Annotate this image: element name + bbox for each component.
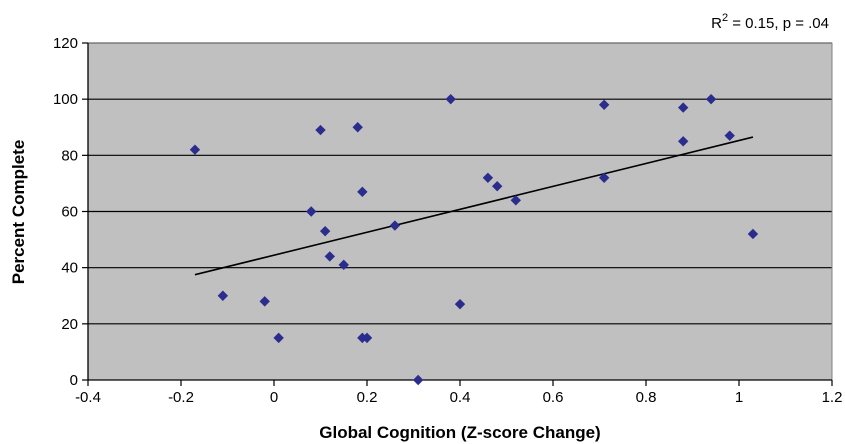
x-tick-label: 0.8 bbox=[636, 389, 657, 406]
trendline-group bbox=[194, 136, 754, 276]
x-tick-labels: -0.4 -0.2 0 0.2 0.4 0.6 0.8 1 1.2 bbox=[75, 389, 842, 406]
r-squared-superscript: 2 bbox=[722, 12, 728, 24]
data-point bbox=[598, 99, 610, 110]
data-point bbox=[273, 332, 284, 344]
x-tick-label: -0.4 bbox=[75, 389, 101, 406]
x-tick-label: 0.6 bbox=[543, 389, 564, 406]
x-tick-label: 0.2 bbox=[357, 389, 378, 406]
data-point bbox=[747, 228, 759, 240]
y-tick-label: 120 bbox=[53, 35, 78, 52]
data-point bbox=[189, 144, 201, 155]
trendline bbox=[194, 136, 754, 276]
y-tick-label: 0 bbox=[70, 372, 78, 389]
x-tick-label: 0 bbox=[270, 389, 278, 406]
axes bbox=[82, 42, 833, 386]
data-point bbox=[338, 259, 349, 271]
data-points bbox=[189, 93, 759, 386]
data-point bbox=[678, 136, 689, 147]
x-axis-title: Global Cognition (Z-score Change) bbox=[319, 423, 600, 442]
data-point bbox=[412, 374, 424, 386]
x-tick-label: 0.4 bbox=[450, 389, 471, 406]
data-point bbox=[315, 124, 326, 136]
data-point bbox=[324, 251, 335, 262]
r-symbol: R bbox=[711, 15, 722, 32]
data-point bbox=[724, 130, 735, 141]
x-tick-label: 1 bbox=[735, 389, 743, 406]
data-point bbox=[678, 102, 689, 113]
data-point bbox=[482, 172, 494, 183]
data-point bbox=[389, 220, 401, 231]
x-tick-label: 1.2 bbox=[822, 389, 843, 406]
annotation-text: = 0.15, p = .04 bbox=[728, 15, 829, 32]
data-point bbox=[259, 296, 270, 307]
x-tick-label: -0.2 bbox=[168, 389, 194, 406]
data-point bbox=[352, 122, 363, 133]
data-point bbox=[217, 290, 229, 301]
data-point bbox=[319, 225, 331, 237]
y-tick-label: 80 bbox=[61, 147, 78, 164]
y-tick-label: 60 bbox=[61, 204, 78, 221]
data-point bbox=[445, 93, 456, 105]
data-point bbox=[454, 298, 466, 310]
y-tick-label: 40 bbox=[61, 260, 78, 277]
data-point bbox=[705, 93, 717, 105]
data-point bbox=[357, 186, 368, 198]
data-point bbox=[361, 332, 373, 344]
data-point bbox=[492, 181, 503, 192]
r-squared-annotation: R2 = 0.15, p = .04 bbox=[711, 12, 829, 32]
y-tick-labels: 0 20 40 60 80 100 120 bbox=[53, 35, 78, 389]
y-tick-label: 20 bbox=[61, 316, 78, 333]
data-point bbox=[598, 172, 610, 183]
data-point bbox=[306, 206, 317, 217]
y-axis-title: Percent Complete bbox=[9, 140, 28, 285]
data-point bbox=[510, 195, 521, 206]
y-tick-label: 100 bbox=[53, 91, 78, 108]
